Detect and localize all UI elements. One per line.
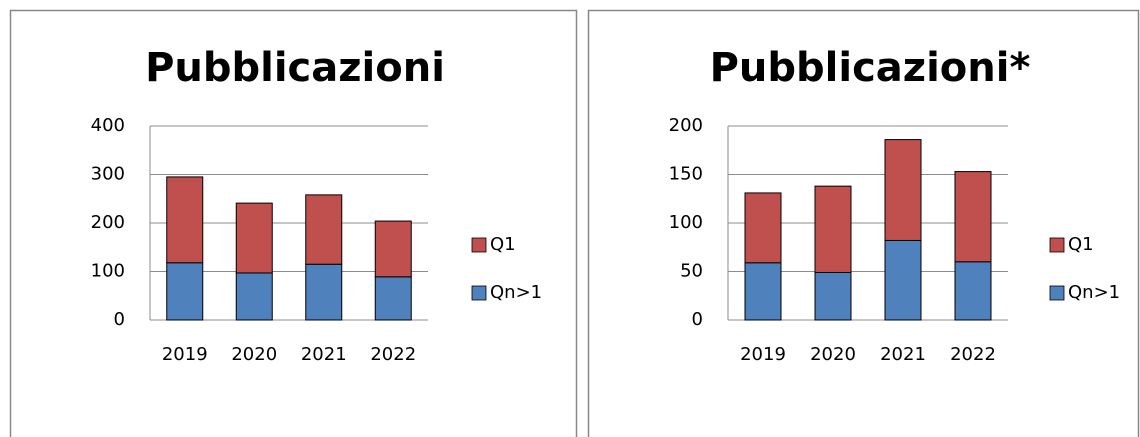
bar-segment [954,171,992,263]
x-tick-label: 2020 [810,344,856,365]
legend-swatch [471,285,487,301]
bar-segment [814,271,852,321]
x-tick-label: 2019 [162,344,208,365]
bar-segment [744,192,782,264]
y-tick-label: 0 [114,309,125,330]
x-tick-label: 2022 [950,344,996,365]
y-tick-label: 100 [669,212,703,233]
bar-segment [884,139,922,241]
y-tick-label: 200 [669,115,703,136]
legend-swatch [1049,237,1065,253]
y-tick-label: 200 [91,212,125,233]
bar-segment [235,272,273,321]
legend-label: Qn>1 [490,282,542,303]
x-tick-label: 2019 [740,344,786,365]
y-tick-label: 100 [91,261,125,282]
bar-segment [954,261,992,321]
x-tick-label: 2021 [880,344,926,365]
chart-title: Pubblicazioni* [710,45,1031,91]
x-tick-label: 2022 [370,344,416,365]
bar-segment [744,262,782,321]
bar-segment [166,176,204,264]
bar-segment [235,202,273,274]
y-tick-label: 0 [692,309,703,330]
legend-label: Q1 [1068,234,1094,255]
y-tick-label: 150 [669,164,703,185]
bar-segment [305,263,343,321]
panel-border [587,9,1140,437]
bar-segment [374,276,412,321]
bar-segment [305,194,343,265]
y-tick-label: 50 [680,261,703,282]
panel-border [9,9,578,437]
legend-swatch [471,237,487,253]
y-tick-label: 300 [91,164,125,185]
bar-segment [814,185,852,273]
bar-segment [166,262,204,321]
x-tick-label: 2020 [231,344,277,365]
y-tick-label: 400 [91,115,125,136]
bar-segment [374,220,412,278]
x-tick-label: 2021 [301,344,347,365]
chart-title: Pubblicazioni [145,45,445,91]
legend-label: Qn>1 [1068,282,1120,303]
bar-segment [884,239,922,321]
legend-label: Q1 [490,234,516,255]
legend-swatch [1049,285,1065,301]
